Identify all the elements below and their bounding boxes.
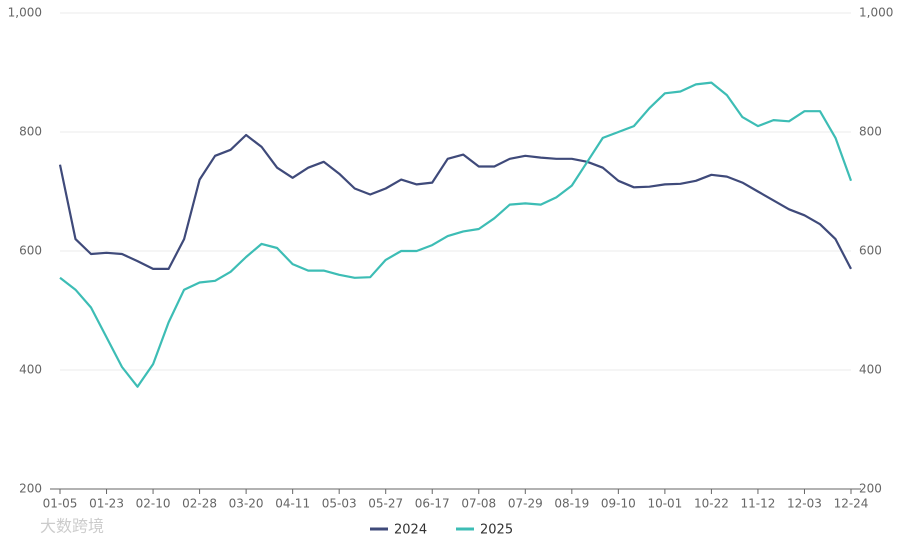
y-tick-label: 200 bbox=[19, 482, 42, 496]
legend-label: 2024 bbox=[394, 523, 427, 538]
y2-tick-label: 1,000 bbox=[859, 6, 893, 20]
legend-label: 2025 bbox=[480, 523, 513, 538]
y2-tick-label: 600 bbox=[859, 244, 882, 258]
x-tick-label: 01-05 bbox=[43, 497, 78, 511]
x-tick-label: 06-17 bbox=[415, 497, 450, 511]
x-tick-label: 09-10 bbox=[601, 497, 636, 511]
x-tick-label: 12-03 bbox=[787, 497, 822, 511]
series-line bbox=[59, 81, 853, 388]
y-tick-label: 1,000 bbox=[8, 6, 42, 20]
watermark: 大数跨境 bbox=[40, 517, 104, 536]
x-tick-label: 05-27 bbox=[368, 497, 403, 511]
x-tick-label: 07-29 bbox=[508, 497, 543, 511]
series-line bbox=[58, 133, 852, 270]
y-tick-label: 400 bbox=[19, 363, 42, 377]
x-tick-label: 05-03 bbox=[322, 497, 357, 511]
y-tick-label: 600 bbox=[19, 244, 42, 258]
y-tick-label: 800 bbox=[19, 125, 42, 139]
x-tick-label: 12-24 bbox=[834, 497, 869, 511]
x-tick-label: 08-19 bbox=[554, 497, 589, 511]
x-tick-label: 01-23 bbox=[89, 497, 124, 511]
x-tick-label: 11-12 bbox=[741, 497, 776, 511]
x-tick-label: 03-20 bbox=[229, 497, 264, 511]
y2-tick-label: 200 bbox=[859, 482, 882, 496]
x-tick-label: 02-28 bbox=[182, 497, 217, 511]
x-tick-label: 10-01 bbox=[647, 497, 682, 511]
y2-tick-label: 400 bbox=[859, 363, 882, 377]
x-tick-label: 02-10 bbox=[136, 497, 171, 511]
x-tick-label: 04-11 bbox=[275, 497, 310, 511]
y2-tick-label: 800 bbox=[859, 125, 882, 139]
x-tick-label: 10-22 bbox=[694, 497, 729, 511]
x-tick-label: 07-08 bbox=[461, 497, 496, 511]
